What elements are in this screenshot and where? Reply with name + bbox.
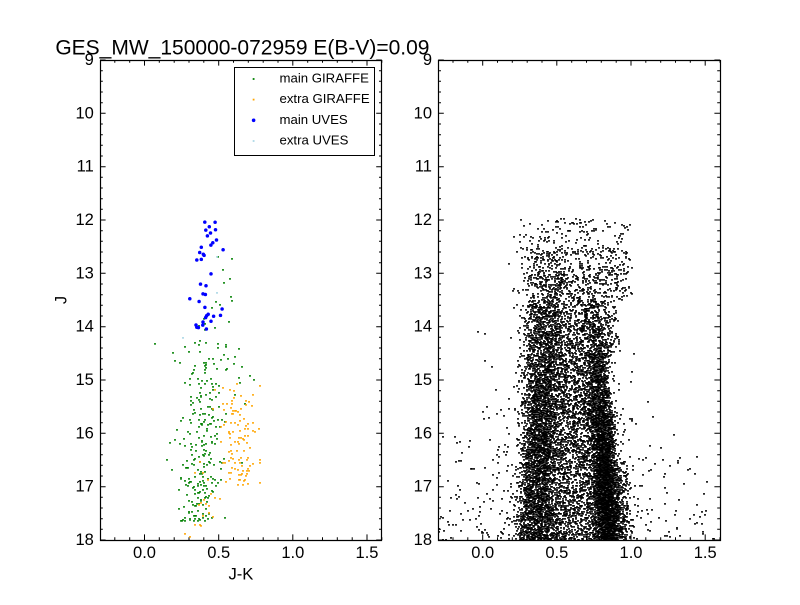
- svg-text:0.5: 0.5: [545, 544, 568, 562]
- svg-text:18: 18: [414, 531, 432, 549]
- svg-text:main UVES: main UVES: [280, 112, 348, 127]
- svg-text:1.0: 1.0: [281, 544, 304, 562]
- svg-text:main GIRAFFE: main GIRAFFE: [280, 71, 370, 86]
- svg-text:10: 10: [414, 104, 432, 122]
- svg-text:extra UVES: extra UVES: [280, 133, 349, 148]
- svg-text:extra GIRAFFE: extra GIRAFFE: [280, 91, 370, 106]
- svg-text:16: 16: [414, 424, 432, 442]
- svg-text:10: 10: [75, 104, 93, 122]
- svg-text:0.0: 0.0: [471, 544, 494, 562]
- svg-text:13: 13: [75, 264, 93, 282]
- svg-text:1.5: 1.5: [356, 544, 379, 562]
- svg-text:9: 9: [423, 51, 432, 69]
- svg-text:12: 12: [75, 211, 93, 229]
- svg-text:J-K: J-K: [228, 565, 253, 584]
- svg-text:11: 11: [77, 158, 94, 176]
- svg-text:16: 16: [75, 424, 93, 442]
- svg-text:17: 17: [75, 478, 93, 496]
- svg-text:1.5: 1.5: [694, 544, 717, 562]
- svg-text:1.0: 1.0: [620, 544, 643, 562]
- svg-text:15: 15: [414, 371, 432, 389]
- svg-text:15: 15: [75, 371, 93, 389]
- svg-text:9: 9: [85, 51, 94, 69]
- svg-text:GES_MW_150000-072959 E(B-V)=0.: GES_MW_150000-072959 E(B-V)=0.09: [55, 37, 429, 60]
- svg-text:J: J: [52, 296, 71, 304]
- svg-text:17: 17: [414, 478, 432, 496]
- svg-text:0.5: 0.5: [207, 544, 230, 562]
- svg-text:14: 14: [75, 318, 93, 336]
- svg-text:11: 11: [415, 158, 432, 176]
- svg-text:18: 18: [75, 531, 93, 549]
- svg-text:0.0: 0.0: [133, 544, 156, 562]
- svg-text:12: 12: [414, 211, 432, 229]
- svg-text:14: 14: [414, 318, 432, 336]
- svg-text:13: 13: [414, 264, 432, 282]
